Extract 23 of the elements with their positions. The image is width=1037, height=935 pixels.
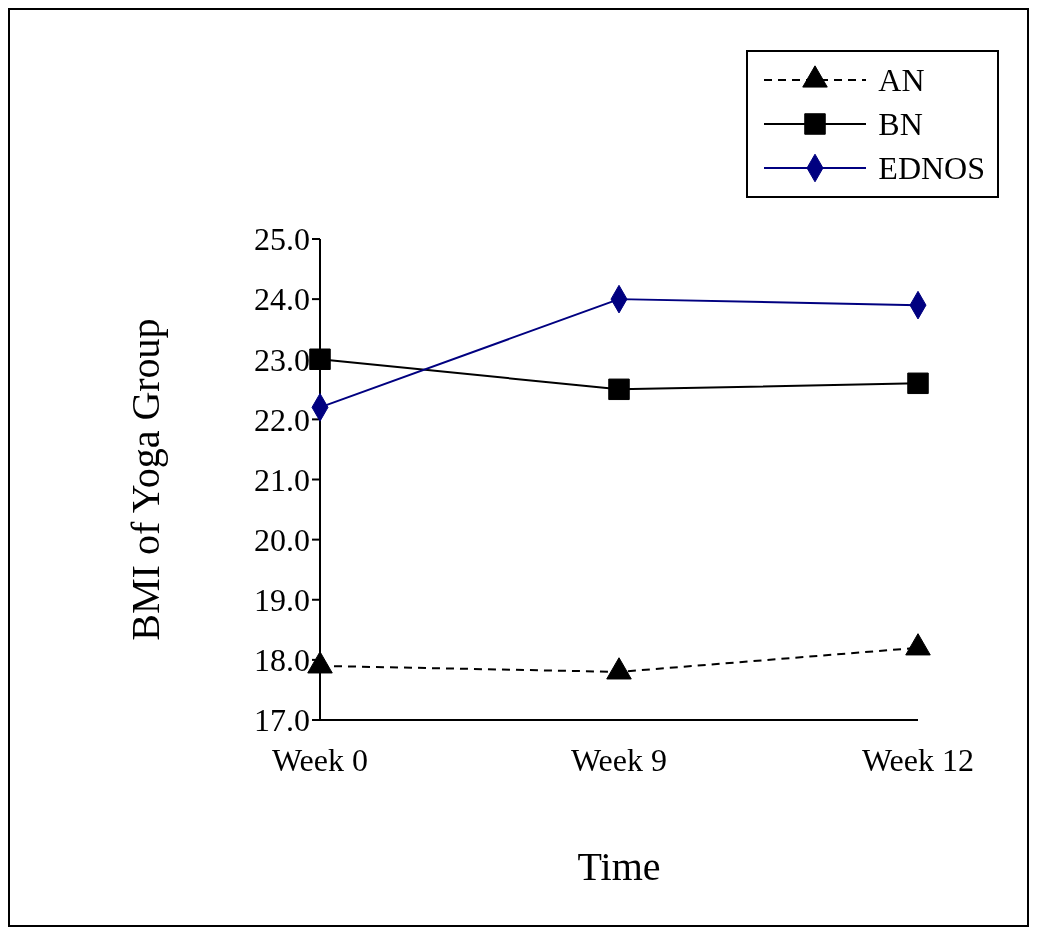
y-tick-label: 18.0: [254, 642, 310, 679]
x-tick-label: Week 9: [570, 741, 668, 778]
legend-label: BN: [878, 105, 923, 143]
y-tick-label: 19.0: [254, 582, 310, 619]
point: [606, 657, 632, 680]
point: [608, 378, 630, 401]
y-tick-label: 20.0: [254, 521, 310, 558]
x-tick-label: Week 12: [861, 741, 975, 778]
y-tick-label: 17.0: [254, 702, 310, 739]
y-tick-label: 23.0: [254, 341, 310, 378]
y-axis-title: BMI of Yoga Group: [123, 318, 169, 641]
point: [907, 372, 929, 395]
x-axis-title: Time: [577, 844, 661, 889]
y-tick-label: 25.0: [254, 221, 310, 258]
y-tick-label: 22.0: [254, 401, 310, 438]
y-tick-label: 21.0: [254, 461, 310, 498]
point: [905, 633, 931, 656]
y-tick-label: 24.0: [254, 281, 310, 318]
legend-label: EDNOS: [878, 149, 985, 187]
point: [307, 651, 333, 674]
x-tick-label: Week 0: [271, 741, 369, 778]
legend-label: AN: [878, 61, 925, 99]
point: [309, 348, 331, 370]
